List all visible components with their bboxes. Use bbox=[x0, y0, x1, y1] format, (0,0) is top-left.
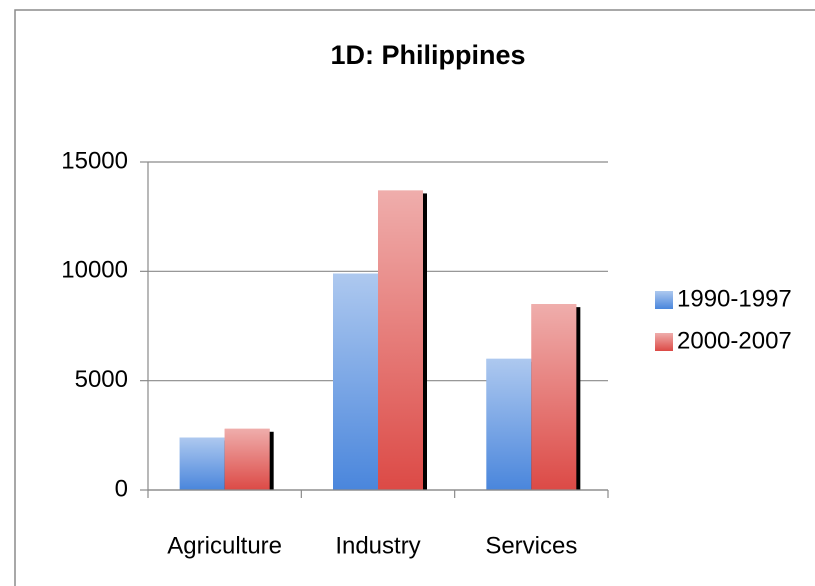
legend-label: 2000-2007 bbox=[677, 327, 792, 354]
legend-label: 1990-1997 bbox=[677, 285, 792, 312]
y-tick-label: 5000 bbox=[75, 366, 128, 393]
x-tick-label: Agriculture bbox=[167, 532, 282, 559]
bar-highlight bbox=[378, 190, 423, 490]
y-tick-label: 10000 bbox=[61, 257, 128, 284]
x-tick-label: Services bbox=[485, 532, 577, 559]
bar-highlight bbox=[224, 428, 270, 490]
y-tick-label: 0 bbox=[115, 475, 128, 502]
legend-swatch-highlight bbox=[655, 291, 673, 309]
y-tick-label: 15000 bbox=[61, 147, 128, 174]
bar-highlight bbox=[531, 304, 577, 490]
bar-highlight bbox=[486, 358, 532, 490]
x-tick-label: Industry bbox=[335, 532, 420, 559]
legend-swatch-highlight bbox=[655, 333, 673, 351]
bar-highlight bbox=[179, 437, 225, 490]
chart-title: 1D: Philippines bbox=[330, 40, 525, 70]
bar-highlight bbox=[333, 273, 378, 490]
